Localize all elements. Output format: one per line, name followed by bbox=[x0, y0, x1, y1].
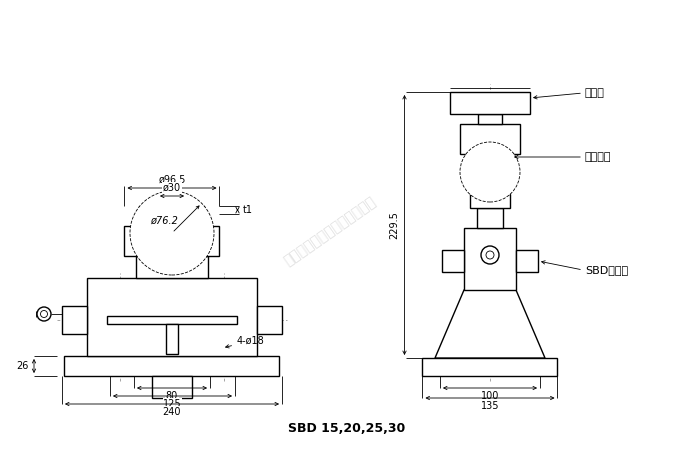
Bar bbox=[87, 278, 257, 356]
Bar bbox=[139, 206, 205, 214]
Text: 广州众鱑自动化科技有限公司: 广州众鱑自动化科技有限公司 bbox=[281, 194, 379, 268]
Text: 80: 80 bbox=[166, 391, 178, 401]
Text: 125: 125 bbox=[163, 399, 182, 409]
Bar bbox=[477, 208, 503, 228]
Bar bbox=[442, 250, 464, 272]
Bar bbox=[257, 306, 282, 334]
Circle shape bbox=[486, 251, 494, 259]
Text: 承压头: 承压头 bbox=[585, 88, 605, 98]
Text: 229.5: 229.5 bbox=[389, 211, 400, 239]
Text: 加载钉球: 加载钉球 bbox=[585, 152, 611, 162]
Bar bbox=[107, 316, 237, 324]
Bar bbox=[516, 250, 538, 272]
Circle shape bbox=[130, 191, 214, 275]
Text: SBD传感器: SBD传感器 bbox=[585, 265, 628, 275]
Bar bbox=[460, 124, 520, 154]
Bar bbox=[166, 324, 178, 354]
Text: 100: 100 bbox=[481, 391, 499, 401]
Bar bbox=[124, 226, 219, 256]
Bar bbox=[152, 376, 192, 398]
Text: 135: 135 bbox=[481, 401, 499, 411]
Text: ø30: ø30 bbox=[163, 183, 181, 193]
Text: 240: 240 bbox=[163, 407, 181, 417]
Text: 4-ø18: 4-ø18 bbox=[226, 336, 264, 348]
Bar bbox=[423, 358, 557, 376]
Text: ø76.2: ø76.2 bbox=[150, 216, 178, 226]
Circle shape bbox=[40, 310, 47, 318]
Polygon shape bbox=[435, 290, 545, 358]
Bar bbox=[450, 92, 530, 114]
Text: ø96.5: ø96.5 bbox=[158, 175, 186, 185]
Bar bbox=[478, 114, 502, 124]
Bar bbox=[464, 228, 516, 290]
Text: t1: t1 bbox=[242, 205, 253, 215]
Circle shape bbox=[481, 246, 499, 264]
Circle shape bbox=[37, 307, 51, 321]
Bar bbox=[157, 214, 187, 226]
Bar bbox=[65, 356, 280, 376]
Circle shape bbox=[460, 142, 520, 202]
Bar bbox=[136, 256, 208, 278]
Text: 26: 26 bbox=[17, 361, 29, 371]
Bar bbox=[470, 194, 510, 208]
Text: SBD 15,20,25,30: SBD 15,20,25,30 bbox=[289, 423, 405, 436]
Bar bbox=[62, 306, 87, 334]
